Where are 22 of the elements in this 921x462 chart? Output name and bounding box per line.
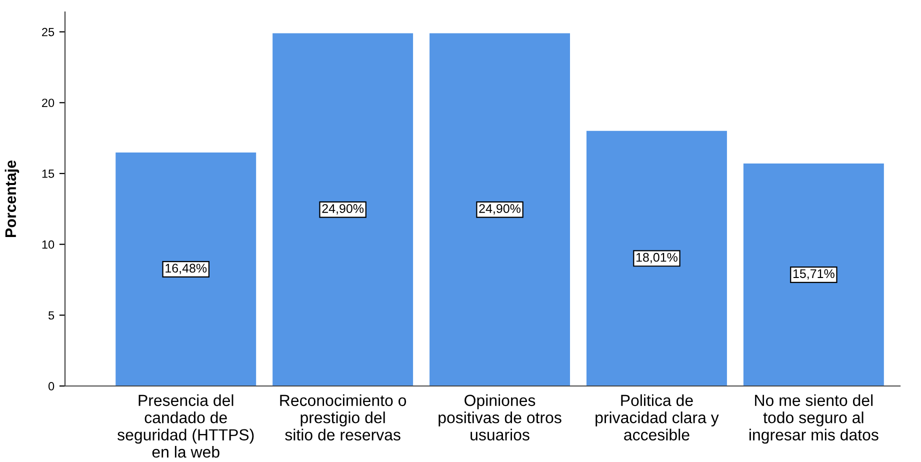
data-label: 16,48% bbox=[166, 264, 207, 274]
y-axis-title: Porcentaje bbox=[4, 160, 20, 238]
x-tick-label: Reconocimiento o prestigio del sitio de reservas bbox=[280, 394, 406, 440]
x-tick-label: No me siento del todo seguro al ingresar mis datos bbox=[750, 394, 878, 444]
bar bbox=[272, 33, 414, 386]
y-tick-label: 10 bbox=[42, 240, 54, 249]
data-label: 24,90% bbox=[479, 204, 521, 214]
x-tick-label: Opiniones positivas de otros usuarios bbox=[438, 394, 562, 440]
x-tick-label: Presencia del candado de seguridad (HTTPS) en la web bbox=[118, 394, 254, 458]
y-tick-label: 25 bbox=[42, 28, 54, 36]
data-label: 24,90% bbox=[322, 204, 364, 214]
data-label: 15,71% bbox=[793, 269, 834, 280]
data-label: 18,01% bbox=[636, 252, 678, 264]
y-tick-label: 0 bbox=[48, 382, 54, 390]
bar bbox=[743, 163, 884, 386]
x-tick-label: Politica de privacidad clara y accesible bbox=[596, 394, 719, 440]
bar bbox=[586, 130, 727, 386]
y-tick-label: 15 bbox=[42, 170, 54, 178]
bar bbox=[116, 152, 256, 386]
y-tick-label: 5 bbox=[48, 311, 54, 320]
bar bbox=[430, 33, 570, 386]
y-tick-label: 20 bbox=[42, 98, 54, 108]
